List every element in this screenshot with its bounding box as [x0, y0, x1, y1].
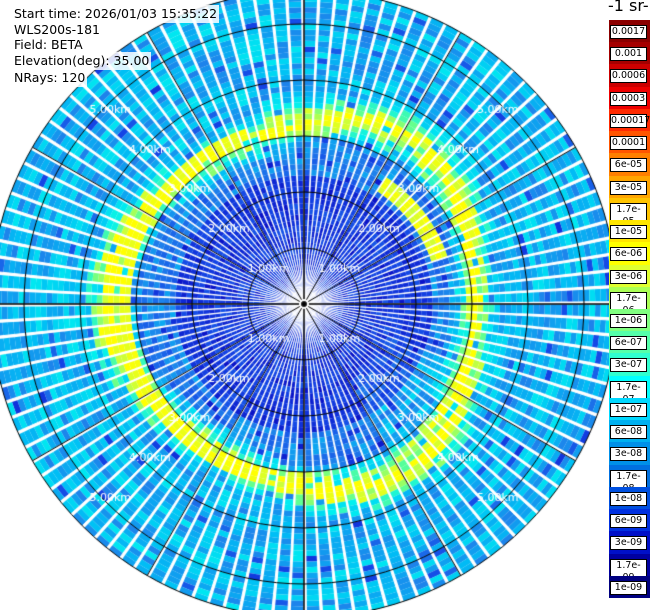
colorbar-tick-label: 3e-09 [610, 536, 647, 551]
colorbar-tick-label: 1e-09 [610, 580, 647, 595]
colorbar-tick-label: 0.0017 [610, 25, 647, 39]
colorbar-tick-label: 1e-08 [610, 491, 647, 506]
colorbar-tick-label: 3e-07 [610, 358, 647, 373]
colorbar: 0.0017 0.001 0.0006 0.0003 0.00017 0.0001 6e-0… [609, 20, 650, 599]
colorbar-tick-label: 6e-07 [610, 336, 647, 351]
colorbar-tick-label: 3e-05 [610, 180, 647, 195]
colorbar-tick-label: 0.0006 [610, 69, 647, 84]
colorbar-tick-label: 0.0003 [610, 91, 647, 106]
colorbar-tick-label: 6e-09 [610, 514, 647, 529]
colorbar-tick-label: 0.0001 [610, 136, 647, 151]
colorbar-tick-label: 1e-05 [610, 225, 647, 240]
colorbar-tick-label: 1e-06 [610, 314, 647, 328]
colorbar-unit-label: -1 sr- [608, 0, 649, 15]
colorbar-tick-label: 0.001 [610, 47, 647, 62]
start-time-text: Start time: 2026/01/03 15:35:22 [12, 5, 220, 23]
instrument-text: WLS200s-181 [12, 21, 102, 39]
colorbar-tick-label: 6e-05 [610, 158, 647, 173]
colorbar-tick-label: 6e-06 [610, 247, 647, 262]
colorbar-tick-label: 1e-07 [610, 402, 647, 417]
colorbar-tick-label: 3e-06 [610, 269, 647, 284]
nrays-text: NRays: 120 [12, 69, 88, 87]
elevation-text: Elevation(deg): 35.00 [12, 52, 152, 70]
colorbar-tick-label: 3e-08 [610, 447, 647, 462]
field-text: Field: BETA [12, 36, 85, 54]
colorbar-tick-label: 6e-08 [610, 425, 647, 440]
colorbar-tick-label: 0.00017 [610, 113, 650, 128]
